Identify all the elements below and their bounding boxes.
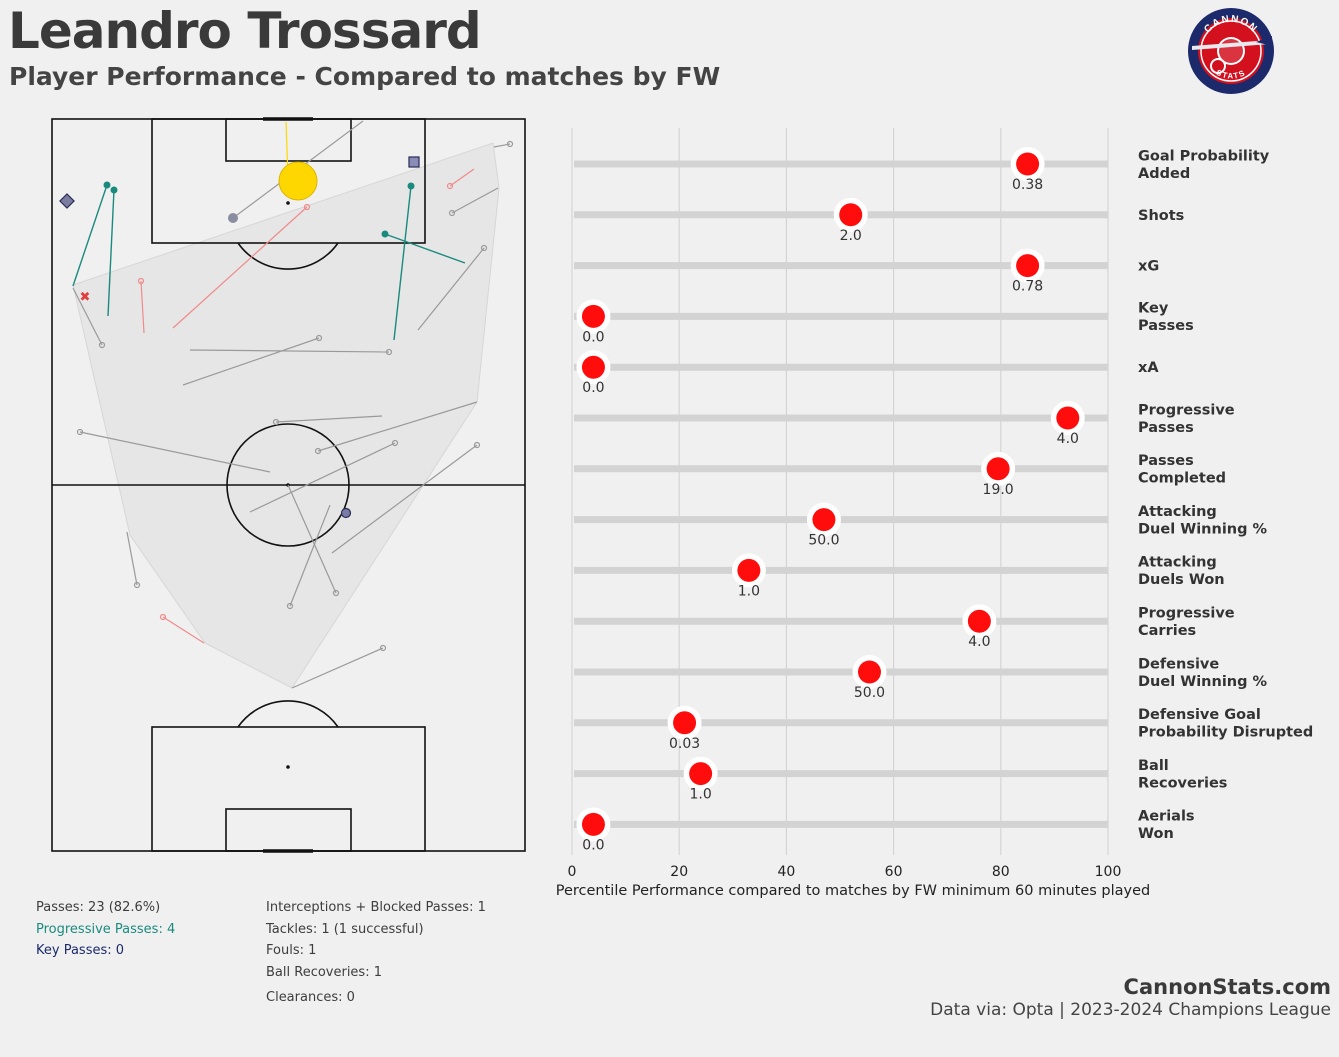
stats-right: Interceptions + Blocked Passes: 1 Tackle… <box>266 897 486 1009</box>
metric-dot <box>581 812 605 836</box>
ball-recoveries-stat: Ball Recoveries: 1 <box>266 964 382 980</box>
metric-dot <box>689 762 713 786</box>
metric-value-label: 0.03 <box>669 736 700 752</box>
metric-label: xA <box>1138 360 1159 376</box>
x-tick-label: 0 <box>568 864 577 880</box>
metric-dot <box>581 355 605 379</box>
metric-label: Ball Recoveries <box>1138 758 1227 792</box>
metric-dot <box>673 711 697 735</box>
metric-value-label: 0.78 <box>1012 279 1043 295</box>
x-tick-label: 40 <box>777 864 795 880</box>
x-tick-label: 100 <box>1095 864 1122 880</box>
metric-value-label: 1.0 <box>690 787 712 803</box>
metric-value-label: 0.38 <box>1012 177 1043 193</box>
touch-area-hull <box>72 142 500 689</box>
shot-goal-marker <box>278 161 318 201</box>
completed-passes <box>72 120 514 689</box>
x-tick-label: 20 <box>670 864 688 880</box>
metric-label: Shots <box>1138 208 1184 224</box>
ball-recovery-marker <box>340 507 352 519</box>
metric-value-label: 2.0 <box>840 228 862 244</box>
metric-label: Progressive Passes <box>1138 402 1235 436</box>
metric-label: Goal Probability Added <box>1138 148 1270 182</box>
metric-value-label: 19.0 <box>983 482 1014 498</box>
cannon-stats-logo: CANNON STATS <box>1188 8 1274 94</box>
metric-dot <box>857 660 881 684</box>
interception-marker <box>59 193 75 209</box>
shot-missed-marker <box>228 213 238 223</box>
metric-dot <box>967 609 991 633</box>
tackles-stat: Tackles: 1 (1 successful) <box>266 921 424 937</box>
pitch-event-map: ✖ <box>51 117 526 853</box>
metric-dot <box>737 558 761 582</box>
metric-label: Key Passes <box>1138 301 1194 335</box>
metric-label: Attacking Duels Won <box>1138 555 1225 589</box>
metric-value-label: 50.0 <box>854 685 885 701</box>
svg-text:STATS: STATS <box>1215 68 1248 81</box>
metric-dot <box>812 508 836 532</box>
footer-brand: CannonStats.com <box>1123 975 1331 999</box>
metric-dot <box>1016 254 1040 278</box>
interceptions-stat: Interceptions + Blocked Passes: 1 <box>266 900 486 915</box>
failed-passes <box>137 168 475 644</box>
metric-dot <box>1056 406 1080 430</box>
footer-source: Data via: Opta | 2023-2024 Champions Lea… <box>930 1000 1331 1020</box>
metric-dot <box>839 203 863 227</box>
passes-stat: Passes: 23 (82.6%) <box>36 900 161 915</box>
key-passes-stat: Key Passes: 0 <box>36 943 125 958</box>
foul-marker: ✖ <box>80 290 91 305</box>
metric-dot <box>986 457 1010 481</box>
x-axis-label: Percentile Performance compared to match… <box>556 883 1150 899</box>
metric-label: Passes Completed <box>1138 453 1226 487</box>
metric-label: Defensive Goal Probability Disrupted <box>1138 707 1313 741</box>
metric-value-label: 0.0 <box>582 837 604 853</box>
x-tick-label: 80 <box>992 864 1010 880</box>
percentile-chart: 0.38 2.0 0.78 0.0 0.0 4.0 19.0 50.0 1.0 4.0 50.0 0.… <box>556 128 1313 899</box>
progressive-passes <box>72 181 466 341</box>
x-tick-label: 60 <box>885 864 903 880</box>
progressive-passes-stat: Progressive Passes: 4 <box>36 921 176 937</box>
metric-value-label: 4.0 <box>1057 431 1079 447</box>
metric-label: xG <box>1138 259 1159 275</box>
page-title: Leandro Trossard <box>8 2 482 60</box>
metric-value-label: 0.0 <box>582 329 604 345</box>
metric-value-label: 4.0 <box>968 634 990 650</box>
fouls-stat: Fouls: 1 <box>266 943 317 958</box>
metric-value-label: 1.0 <box>738 583 760 599</box>
stats-left: Passes: 23 (82.6%) Progressive Passes: 4… <box>36 897 175 962</box>
metric-label: Aerials Won <box>1138 809 1195 843</box>
metric-value-label: 50.0 <box>808 533 839 549</box>
clearances-stat: Clearances: 0 <box>266 990 355 1005</box>
tackle-marker <box>408 156 420 168</box>
metric-dot <box>1016 152 1040 176</box>
metric-dot <box>581 304 605 328</box>
page-subtitle: Player Performance - Compared to matches… <box>9 62 721 91</box>
metric-label: Defensive Duel Winning % <box>1138 656 1268 690</box>
metric-label: Attacking Duel Winning % <box>1138 504 1268 538</box>
metric-label: Progressive Carries <box>1138 605 1235 639</box>
metric-value-label: 0.0 <box>582 380 604 396</box>
logo-bottom-text: STATS <box>1215 68 1246 81</box>
